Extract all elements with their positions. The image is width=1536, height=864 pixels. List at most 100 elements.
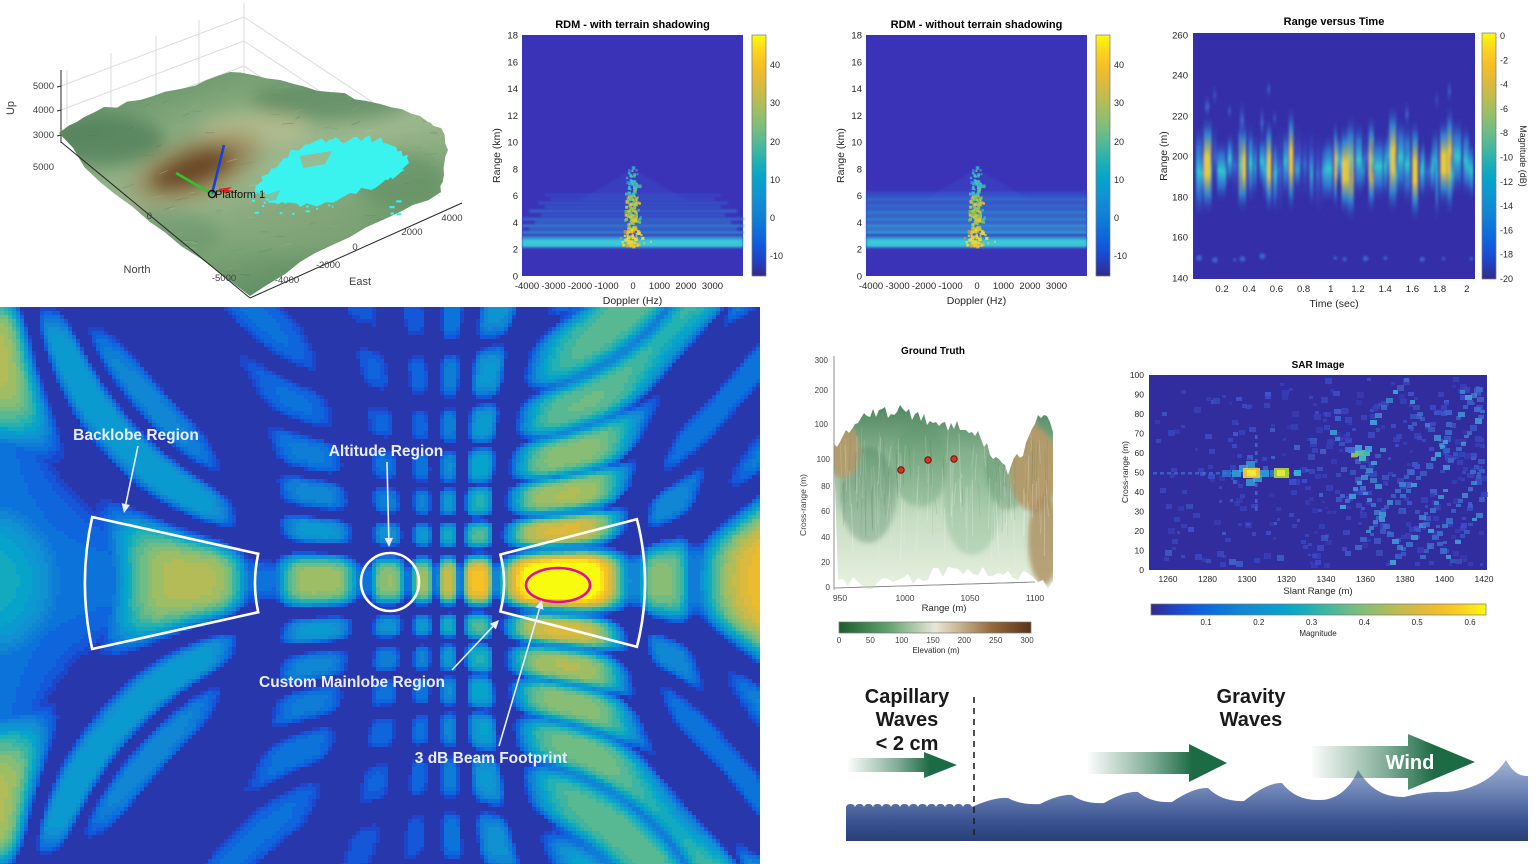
svg-text:1100: 1100 (1026, 593, 1045, 603)
svg-text:1: 1 (1328, 284, 1333, 295)
svg-text:2000: 2000 (1019, 281, 1040, 292)
svg-text:0: 0 (974, 281, 979, 292)
svg-text:14: 14 (507, 84, 518, 95)
svg-text:0.6: 0.6 (1464, 618, 1476, 627)
svg-text:200: 200 (958, 636, 972, 645)
svg-text:220: 220 (1172, 112, 1188, 123)
svg-text:-1000: -1000 (938, 281, 962, 292)
svg-text:16: 16 (851, 57, 862, 68)
svg-text:East: East (349, 276, 371, 288)
svg-text:Time (sec): Time (sec) (1309, 298, 1358, 310)
svg-text:-4000: -4000 (275, 275, 299, 286)
svg-text:Magnitude: Magnitude (1299, 629, 1337, 638)
svg-text:80: 80 (821, 482, 830, 491)
svg-text:4000: 4000 (33, 105, 54, 116)
svg-text:20: 20 (1114, 137, 1124, 147)
svg-text:1360: 1360 (1356, 574, 1375, 584)
svg-text:10: 10 (770, 175, 780, 185)
svg-text:1000: 1000 (993, 281, 1014, 292)
svg-text:-2000: -2000 (316, 260, 340, 271)
svg-text:-2: -2 (1500, 55, 1508, 65)
svg-text:4000: 4000 (441, 213, 462, 224)
svg-text:Backlobe Region: Backlobe Region (73, 427, 199, 444)
svg-text:-16: -16 (1500, 225, 1513, 235)
svg-text:-4000: -4000 (515, 281, 539, 292)
svg-text:SAR Image: SAR Image (1292, 360, 1345, 371)
svg-text:100: 100 (895, 636, 909, 645)
svg-text:0: 0 (630, 281, 635, 292)
svg-text:20: 20 (821, 558, 830, 567)
svg-text:-18: -18 (1500, 250, 1513, 260)
svg-text:60: 60 (821, 507, 830, 516)
svg-text:0: 0 (1500, 31, 1505, 41)
svg-text:1260: 1260 (1159, 574, 1178, 584)
svg-text:0: 0 (1114, 213, 1119, 223)
svg-text:Wind: Wind (1386, 752, 1435, 774)
svg-text:-10: -10 (770, 251, 783, 261)
svg-text:2: 2 (857, 245, 862, 256)
svg-text:Platform 1: Platform 1 (215, 189, 265, 201)
svg-text:4: 4 (513, 218, 518, 229)
svg-text:Waves: Waves (876, 709, 939, 731)
svg-text:18: 18 (507, 30, 518, 41)
svg-text:18: 18 (851, 30, 862, 41)
svg-text:1.8: 1.8 (1433, 284, 1446, 295)
svg-text:-3000: -3000 (885, 281, 909, 292)
svg-text:1.6: 1.6 (1406, 284, 1419, 295)
svg-text:100: 100 (815, 420, 829, 429)
svg-text:10: 10 (507, 138, 518, 149)
svg-text:30: 30 (1114, 98, 1124, 108)
svg-text:2: 2 (513, 245, 518, 256)
svg-text:Elevation (m): Elevation (m) (912, 646, 959, 655)
svg-text:Doppler (Hz): Doppler (Hz) (603, 295, 663, 307)
svg-text:1380: 1380 (1396, 574, 1415, 584)
svg-text:-1000: -1000 (594, 281, 618, 292)
svg-text:Range (m): Range (m) (922, 603, 967, 614)
svg-text:50: 50 (866, 636, 875, 645)
svg-text:50: 50 (1135, 468, 1145, 478)
svg-text:2000: 2000 (401, 227, 422, 238)
svg-text:1400: 1400 (1435, 574, 1454, 584)
svg-text:3000: 3000 (1046, 281, 1067, 292)
svg-text:140: 140 (1172, 274, 1188, 285)
svg-text:5000: 5000 (33, 162, 54, 173)
svg-text:Cross-range (m): Cross-range (m) (1120, 441, 1130, 503)
svg-text:80: 80 (1135, 409, 1145, 419)
svg-text:240: 240 (1172, 71, 1188, 82)
svg-text:-8: -8 (1500, 128, 1508, 138)
svg-text:100: 100 (817, 455, 831, 464)
svg-text:Magnitude (dB): Magnitude (dB) (1518, 125, 1528, 187)
svg-text:0.8: 0.8 (1297, 284, 1310, 295)
svg-text:12: 12 (507, 111, 518, 122)
svg-text:40: 40 (770, 60, 780, 70)
svg-text:1420: 1420 (1475, 574, 1494, 584)
svg-text:8: 8 (513, 164, 518, 175)
svg-text:-10: -10 (1500, 153, 1513, 163)
svg-text:< 2 cm: < 2 cm (876, 733, 939, 755)
svg-text:10: 10 (851, 138, 862, 149)
svg-text:RDM - without terrain shadowin: RDM - without terrain shadowing (891, 19, 1063, 31)
svg-text:6: 6 (513, 191, 518, 202)
svg-text:Slant Range (m): Slant Range (m) (1283, 586, 1352, 597)
svg-text:-4: -4 (1500, 80, 1508, 90)
svg-text:0.6: 0.6 (1270, 284, 1283, 295)
svg-text:40: 40 (1114, 60, 1124, 70)
svg-text:30: 30 (770, 98, 780, 108)
svg-text:100: 100 (1130, 370, 1144, 380)
svg-text:20: 20 (770, 137, 780, 147)
svg-text:-3000: -3000 (541, 281, 565, 292)
svg-text:0.4: 0.4 (1243, 284, 1256, 295)
svg-text:Range (m): Range (m) (1158, 131, 1170, 181)
svg-text:1.2: 1.2 (1351, 284, 1364, 295)
svg-text:60: 60 (1135, 448, 1145, 458)
svg-text:0.5: 0.5 (1412, 618, 1424, 627)
svg-text:Range (km): Range (km) (491, 128, 503, 183)
svg-text:200: 200 (815, 386, 829, 395)
svg-text:14: 14 (851, 84, 862, 95)
svg-text:70: 70 (1135, 429, 1145, 439)
svg-text:Capillary: Capillary (865, 686, 950, 708)
svg-text:Cross-range (m): Cross-range (m) (798, 474, 808, 536)
svg-text:300: 300 (815, 356, 829, 365)
svg-text:1000: 1000 (896, 593, 915, 603)
svg-text:Gravity: Gravity (1217, 686, 1287, 708)
